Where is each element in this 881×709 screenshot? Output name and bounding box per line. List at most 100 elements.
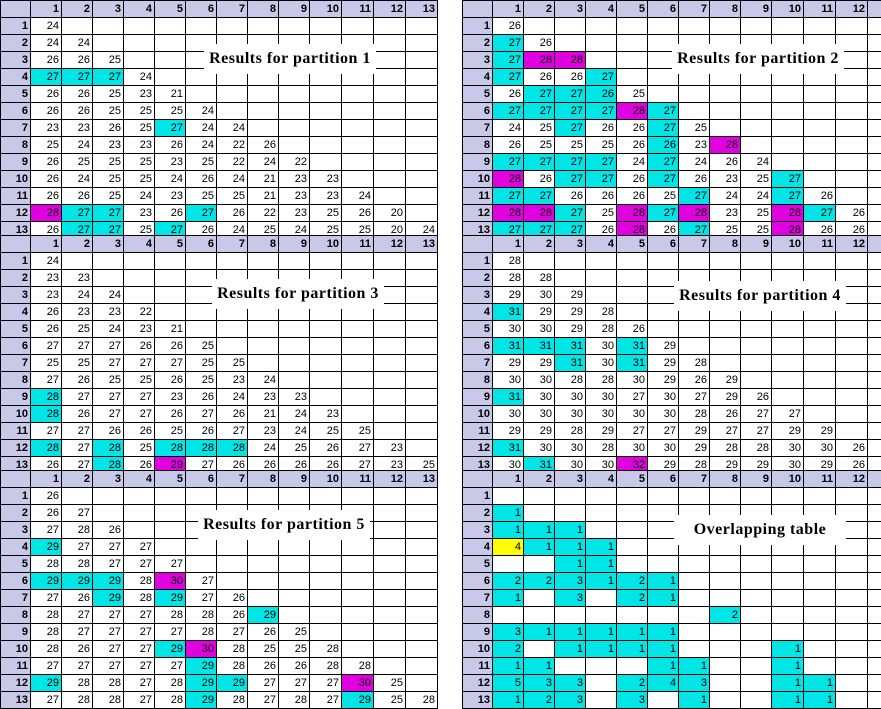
table-cell: 27 xyxy=(124,624,155,641)
column-header: 8 xyxy=(710,236,741,253)
table-cell: 24 xyxy=(62,35,93,52)
table-cell xyxy=(679,573,710,590)
table-cell: 27 xyxy=(310,675,342,692)
table-cell: 23 xyxy=(710,171,741,188)
row-header: 7 xyxy=(1,355,31,372)
table-cell: 24 xyxy=(217,389,248,406)
table-cell: 25 xyxy=(93,52,124,69)
table-cell xyxy=(741,86,772,103)
row-header: 7 xyxy=(463,120,493,137)
table-cell xyxy=(310,253,342,270)
table-cell: 26 xyxy=(836,205,868,222)
table-cell: 26 xyxy=(679,372,710,389)
table-cell: 25 xyxy=(217,355,248,372)
table-cell xyxy=(836,18,868,35)
table-cell: 27 xyxy=(155,658,186,675)
table-cell: 27 xyxy=(555,222,586,239)
table-cell: 28 xyxy=(62,675,93,692)
table-cell: 28 xyxy=(155,607,186,624)
table-cell xyxy=(648,35,679,52)
table-cell: 27 xyxy=(555,171,586,188)
table-cell: 25 xyxy=(741,171,772,188)
table-cell xyxy=(406,18,438,35)
table-cell: 26 xyxy=(524,171,555,188)
table-cell: 29 xyxy=(524,423,555,440)
table-cell xyxy=(868,338,881,355)
table-cell: 3 xyxy=(617,692,648,709)
table-cell: 25 xyxy=(186,372,217,389)
table-cell: 30 xyxy=(586,406,617,423)
table-cell xyxy=(586,607,617,624)
table-cell xyxy=(374,338,406,355)
row-header: 2 xyxy=(463,505,493,522)
table-cell xyxy=(124,287,155,304)
table-cell: 27 xyxy=(124,658,155,675)
table-cell: 24 xyxy=(31,18,62,35)
table-cell: 30 xyxy=(524,440,555,457)
table-cell: 26 xyxy=(31,188,62,205)
column-header: 12 xyxy=(374,236,406,253)
table-cell xyxy=(248,120,279,137)
table-cell xyxy=(836,69,868,86)
table-cell xyxy=(406,188,438,205)
table-cell: 3 xyxy=(679,675,710,692)
table-cell xyxy=(836,171,868,188)
table-cell: 29 xyxy=(93,573,124,590)
table-cell xyxy=(62,18,93,35)
row-header: 6 xyxy=(463,573,493,590)
table-cell xyxy=(524,607,555,624)
table-cell: 30 xyxy=(617,440,648,457)
table-cell xyxy=(804,103,836,120)
table-cell: 24 xyxy=(679,154,710,171)
table-cell: 28 xyxy=(310,641,342,658)
table-cell xyxy=(374,355,406,372)
table-cell: 28 xyxy=(124,590,155,607)
table-cell: 25 xyxy=(31,137,62,154)
table-cell: 3 xyxy=(555,692,586,709)
table-cell: 31 xyxy=(555,355,586,372)
table-cell: 26 xyxy=(586,86,617,103)
table-cell xyxy=(741,372,772,389)
column-header: 8 xyxy=(710,471,741,488)
row-header: 8 xyxy=(1,137,31,154)
table-cell xyxy=(217,103,248,120)
table-cell: 1 xyxy=(772,658,804,675)
column-header: 13 xyxy=(868,471,881,488)
table-cell xyxy=(248,539,279,556)
table-cell xyxy=(524,641,555,658)
table-cell xyxy=(310,624,342,641)
table-cell: 26 xyxy=(31,321,62,338)
table-cell: 26 xyxy=(836,440,868,457)
table-cell: 26 xyxy=(617,120,648,137)
table-cell xyxy=(868,658,881,675)
table-cell: 1 xyxy=(617,624,648,641)
table-cell xyxy=(310,304,342,321)
row-header: 11 xyxy=(463,188,493,205)
table-cell: 23 xyxy=(279,188,310,205)
table-cell: 27 xyxy=(31,522,62,539)
table-cell xyxy=(679,253,710,270)
column-header: 9 xyxy=(279,1,310,18)
table-cell xyxy=(679,488,710,505)
table-cell xyxy=(310,573,342,590)
table-cell xyxy=(406,389,438,406)
table-cell: 27 xyxy=(524,86,555,103)
row-header: 10 xyxy=(1,406,31,423)
table-cell xyxy=(741,304,772,321)
table-cell: 30 xyxy=(648,389,679,406)
table-cell: 28 xyxy=(741,440,772,457)
table-cell xyxy=(406,69,438,86)
table-cell: 29 xyxy=(555,304,586,321)
table-cell xyxy=(406,35,438,52)
table-cell: 26 xyxy=(62,372,93,389)
table-cell xyxy=(741,355,772,372)
table-cell xyxy=(836,52,868,69)
table-cell xyxy=(804,69,836,86)
table-cell: 25 xyxy=(124,440,155,457)
table-cell: 24 xyxy=(31,253,62,270)
table-cell xyxy=(493,607,524,624)
row-header: 7 xyxy=(1,120,31,137)
partition-4-table: 1234567891011121312822828329302943129292… xyxy=(462,235,881,474)
table-cell xyxy=(555,270,586,287)
table-cell: 24 xyxy=(31,35,62,52)
